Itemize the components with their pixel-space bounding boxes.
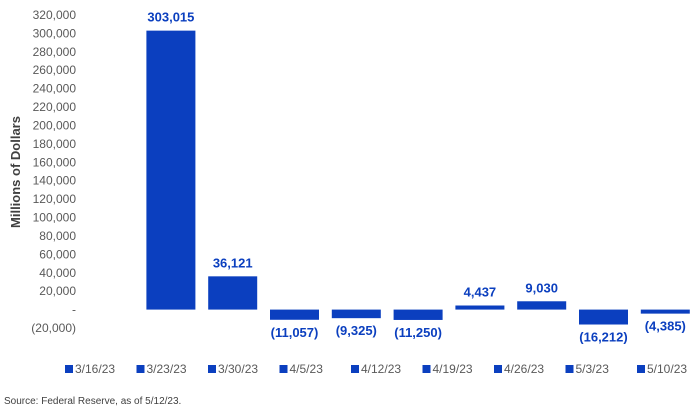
legend-swatch: [136, 365, 145, 373]
legend-label: 5/3/23: [576, 362, 610, 376]
y-tick-label: 40,000: [39, 266, 76, 280]
data-label: 9,030: [525, 280, 558, 295]
legend-label: 4/5/23: [290, 362, 324, 376]
legend-label: 3/30/23: [218, 362, 258, 376]
bar: [331, 309, 381, 319]
legend-item: 3/30/23: [208, 362, 258, 376]
y-tick-label: 20,000: [39, 284, 76, 298]
bar: [146, 30, 196, 310]
legend-item: 4/26/23: [494, 362, 544, 376]
bar: [270, 309, 319, 320]
y-tick-label: 320,000: [33, 8, 77, 22]
legend-swatch: [279, 365, 288, 373]
data-label: 303,015: [147, 10, 194, 25]
legend-label: 4/12/23: [361, 362, 401, 376]
y-tick-label: 160,000: [33, 155, 77, 169]
bar: [579, 309, 628, 325]
data-label: (9,325): [336, 323, 377, 338]
legend-item: 4/12/23: [351, 362, 401, 376]
bar: [640, 309, 690, 314]
data-label: 4,437: [464, 285, 497, 300]
data-label: (11,250): [394, 325, 442, 340]
bar: [208, 276, 258, 310]
y-tick-label: 280,000: [33, 45, 77, 59]
legend-label: 4/19/23: [433, 362, 473, 376]
data-label: 36,121: [213, 255, 253, 270]
legend-label: 3/16/23: [75, 362, 115, 376]
data-labels: 303,015 36,121 (11,057) (9,325) (11,250) 4,43…: [147, 10, 686, 345]
legend-item: 5/10/23: [637, 362, 687, 376]
legend-label: 4/26/23: [504, 362, 544, 376]
legend-swatch: [208, 365, 216, 373]
y-tick-label: 120,000: [33, 192, 77, 206]
y-tick-label: 140,000: [33, 174, 77, 188]
y-axis-label: Millions of Dollars: [8, 116, 23, 228]
legend-swatch: [65, 365, 73, 373]
y-tick-label: 100,000: [33, 211, 77, 225]
data-label: (4,385): [645, 319, 686, 334]
data-label: (11,057): [271, 325, 319, 340]
y-tick-label: 240,000: [33, 82, 77, 96]
y-tick-label: (20,000): [31, 321, 76, 335]
bar: [455, 305, 505, 310]
legend-swatch: [422, 365, 431, 373]
legend-swatch: [494, 365, 502, 373]
legend-item: 4/5/23: [279, 362, 324, 376]
legend-item: 4/19/23: [422, 362, 473, 376]
legend-item: 3/23/23: [136, 362, 187, 376]
y-tick-label: 60,000: [39, 247, 76, 261]
bar: [517, 301, 567, 310]
legend-swatch: [351, 365, 359, 373]
legend-item: 5/3/23: [565, 362, 610, 376]
source-note: Source: Federal Reserve, as of 5/12/23.: [4, 396, 182, 407]
y-tick-label: 300,000: [33, 26, 77, 40]
legend-swatch: [565, 365, 574, 373]
y-tick-label: 180,000: [33, 137, 77, 151]
legend-item: 3/16/23: [65, 362, 115, 376]
bars: [146, 30, 690, 325]
data-label: (16,212): [579, 330, 627, 345]
y-tick-label: -: [72, 303, 76, 317]
y-tick-label: 220,000: [33, 100, 77, 114]
legend-label: 5/10/23: [647, 362, 687, 376]
y-axis: 320,000 300,000 280,000 260,000 240,000 220,0…: [31, 8, 76, 335]
legend-label: 3/23/23: [147, 362, 187, 376]
y-tick-label: 260,000: [33, 63, 77, 77]
y-tick-label: 80,000: [39, 229, 76, 243]
legend: 3/16/23 3/23/23 3/30/23 4/5/23 4/12/23 4/19/2…: [65, 362, 687, 376]
y-tick-label: 200,000: [33, 118, 77, 132]
bar: [393, 309, 443, 320]
legend-swatch: [637, 365, 645, 373]
